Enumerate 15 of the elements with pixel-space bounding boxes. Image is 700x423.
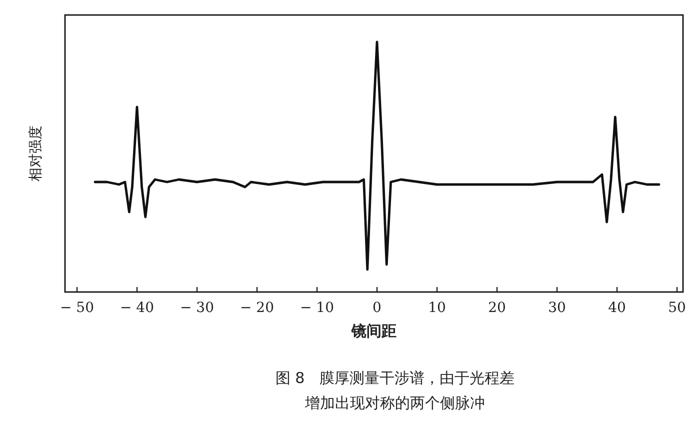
x-tick-label: 40 xyxy=(608,300,626,316)
text: 增加出现对称的两个侧脉冲 xyxy=(304,394,485,412)
caption: 图 8 膜厚测量干涉谱，由于光程差 xyxy=(275,369,515,387)
x-tick-label: 20 xyxy=(488,300,506,316)
x-tick-label: 30 xyxy=(548,300,566,316)
x-tick-label: 0 xyxy=(372,300,382,316)
x-tick-label: 50 xyxy=(668,300,686,316)
x-tick-label: − 20 xyxy=(240,300,274,316)
x-tick-label: − 50 xyxy=(60,300,94,316)
x-tick-label: 10 xyxy=(428,300,446,316)
x-tick-label: − 30 xyxy=(180,300,214,316)
x-tick-label: − 10 xyxy=(300,300,334,316)
x-axis-title: 镜间距 xyxy=(350,322,396,340)
y-axis-title: 相对强度 xyxy=(28,126,44,182)
x-tick-label: − 40 xyxy=(120,300,154,316)
